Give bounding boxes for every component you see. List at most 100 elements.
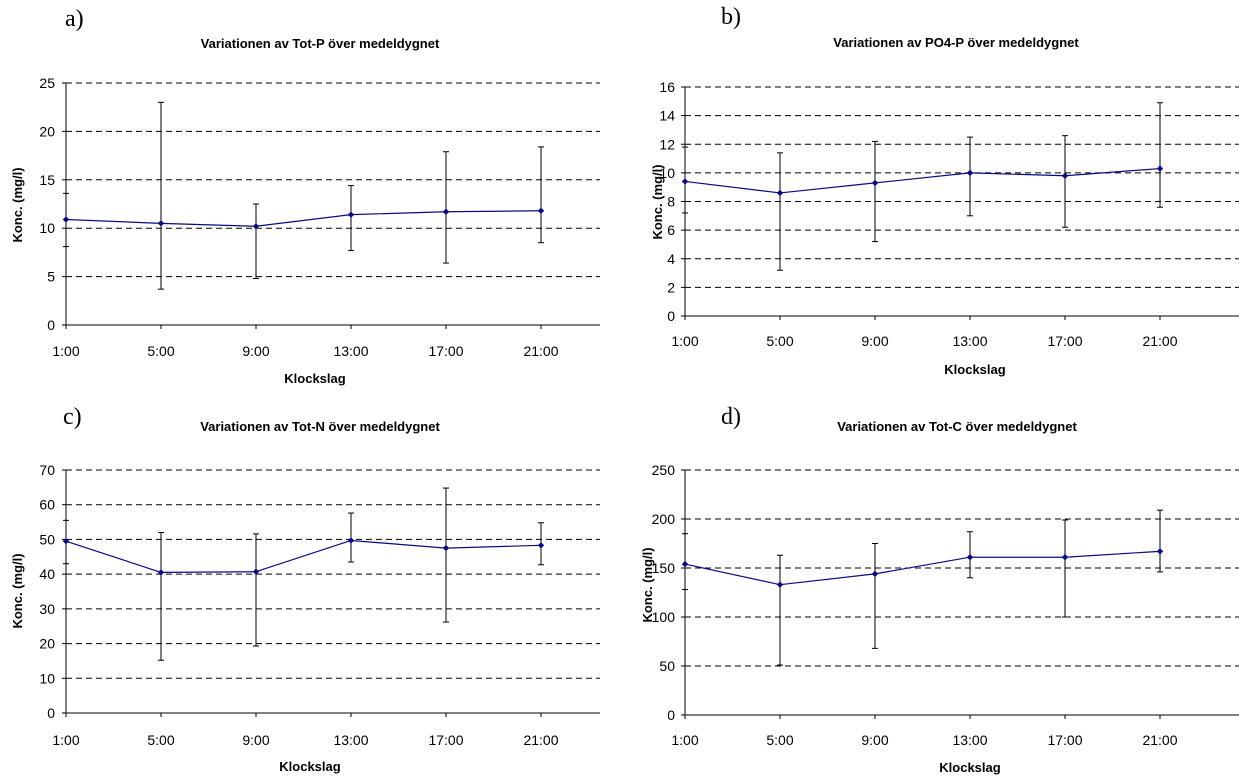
panel-letter: b) (721, 4, 741, 30)
x-tick-label: 1:00 (671, 333, 698, 349)
data-point (157, 569, 165, 576)
y-tick-label: 200 (652, 511, 676, 527)
y-tick-label: 14 (659, 108, 675, 124)
x-tick-label: 9:00 (242, 732, 269, 748)
y-tick-label: 0 (47, 705, 55, 721)
chart-title: Variationen av Tot-N över medeldygnet (200, 419, 440, 434)
panel-letter: a) (65, 6, 84, 32)
y-tick-label: 2 (667, 279, 675, 295)
y-tick-label: 20 (39, 123, 55, 139)
y-tick-label: 50 (659, 658, 675, 674)
chart-title: Variationen av Tot-C över medeldygnet (837, 419, 1077, 434)
y-tick-label: 8 (667, 194, 675, 210)
data-point (966, 169, 974, 177)
y-tick-label: 50 (39, 531, 55, 547)
chart-panel-d: d) Variationen av Tot-C över medeldygnet… (620, 389, 1239, 778)
y-tick-label: 16 (659, 79, 675, 95)
x-tick-label: 5:00 (147, 343, 174, 359)
x-tick-label: 17:00 (428, 343, 463, 359)
x-tick-label: 1:00 (52, 343, 79, 359)
y-tick-label: 0 (667, 707, 675, 723)
x-axis-title: Klockslag (939, 760, 1000, 775)
y-tick-label: 20 (39, 636, 55, 652)
x-tick-label: 9:00 (861, 732, 888, 748)
data-point (157, 220, 165, 227)
x-tick-label: 21:00 (523, 732, 558, 748)
data-point (681, 178, 689, 185)
x-axis-title: Klockslag (944, 362, 1005, 377)
data-point (1061, 554, 1069, 561)
x-tick-label: 21:00 (1142, 333, 1177, 349)
y-tick-label: 10 (39, 220, 55, 236)
data-point (62, 537, 70, 545)
data-point (537, 542, 545, 549)
y-axis-title: Konc. (mg/l) (10, 167, 25, 242)
chart-title: Variationen av PO4-P över medeldygnet (833, 35, 1079, 50)
x-axis-title: Klockslag (279, 759, 340, 774)
chart-panel-c: c) Variationen av Tot-N över medeldygnet… (0, 389, 600, 778)
y-tick-label: 5 (47, 269, 55, 285)
chart-panel-a: a) Variationen av Tot-P över medeldygnet… (0, 0, 600, 389)
y-tick-label: 0 (47, 317, 55, 333)
y-axis-title: Konc. (mg/l) (640, 547, 655, 622)
data-point (681, 560, 689, 568)
y-tick-label: 60 (39, 497, 55, 513)
data-point (1156, 548, 1164, 555)
y-tick-label: 150 (652, 560, 676, 576)
chart-svg: Variationen av Tot-P över medeldygnet 0 5… (10, 36, 600, 386)
y-axis-title: Konc. (mg/l) (650, 164, 665, 239)
data-point (347, 211, 355, 218)
y-tick-label: 70 (39, 462, 55, 478)
x-tick-label: 13:00 (333, 732, 368, 748)
x-tick-label: 1:00 (52, 732, 79, 748)
y-tick-label: 0 (667, 308, 675, 324)
data-point (252, 223, 260, 230)
data-point (62, 216, 70, 223)
y-tick-label: 10 (659, 165, 675, 181)
data-point (776, 189, 784, 197)
series-line (65, 539, 542, 574)
y-tick-label: 30 (39, 601, 55, 617)
y-tick-label: 40 (39, 566, 55, 582)
y-tick-label: 12 (659, 136, 675, 152)
x-tick-label: 13:00 (333, 343, 368, 359)
chart-panel-b: b) Variationen av PO4-P över medeldygnet… (620, 0, 1239, 389)
y-axis-title: Konc. (mg/l) (10, 553, 25, 628)
chart-svg: Variationen av Tot-C över medeldygnet 0 5… (640, 419, 1239, 775)
data-point (442, 208, 450, 215)
series-line (684, 550, 1161, 586)
y-tick-label: 25 (39, 75, 55, 91)
x-tick-label: 1:00 (671, 732, 698, 748)
data-point (1156, 165, 1164, 172)
x-tick-label: 17:00 (1047, 732, 1082, 748)
x-tick-label: 21:00 (523, 343, 558, 359)
data-point (1061, 172, 1069, 179)
x-tick-label: 5:00 (766, 333, 793, 349)
x-tick-label: 17:00 (428, 732, 463, 748)
y-tick-label: 10 (39, 670, 55, 686)
y-tick-label: 6 (667, 222, 675, 238)
x-tick-label: 9:00 (861, 333, 888, 349)
y-tick-label: 250 (652, 462, 676, 478)
x-tick-label: 13:00 (952, 333, 987, 349)
chart-svg: Variationen av Tot-N över medeldygnet 0 1… (10, 419, 600, 774)
x-tick-label: 9:00 (242, 343, 269, 359)
data-point (537, 207, 545, 214)
x-axis-title: Klockslag (284, 371, 345, 386)
chart-title: Variationen av Tot-P över medeldygnet (201, 36, 440, 51)
data-point (966, 554, 974, 561)
series-line (684, 167, 1161, 194)
data-point (442, 544, 450, 552)
data-point (347, 537, 355, 544)
data-point (776, 581, 784, 588)
x-tick-label: 13:00 (952, 732, 987, 748)
chart-svg: Variationen av PO4-P över medeldygnet 0 2… (650, 35, 1239, 377)
data-point (871, 570, 879, 578)
x-tick-label: 5:00 (766, 732, 793, 748)
x-tick-label: 5:00 (147, 732, 174, 748)
data-point (871, 179, 879, 187)
series-line (65, 210, 542, 227)
x-tick-label: 21:00 (1142, 732, 1177, 748)
y-tick-label: 4 (667, 251, 675, 267)
